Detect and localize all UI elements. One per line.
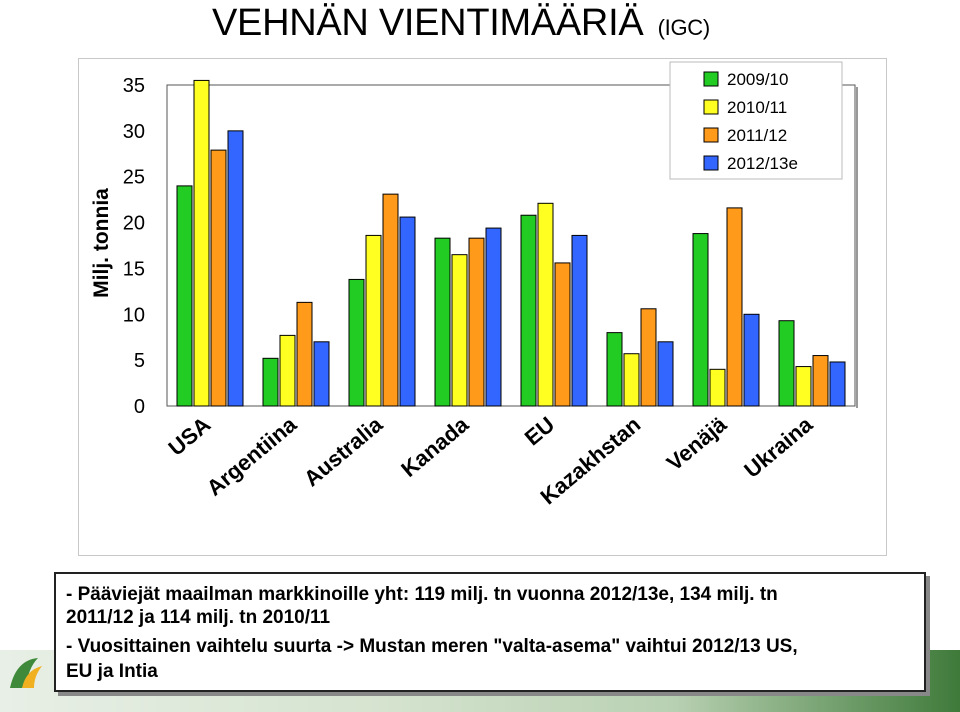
bar (692, 233, 709, 407)
category-label: USA (164, 412, 216, 461)
bar (554, 262, 571, 407)
category-label: EU (520, 412, 559, 451)
chart-title-suffix: (IGC) (657, 15, 711, 40)
plot-border (166, 84, 856, 407)
bar (623, 353, 640, 407)
bar (382, 193, 399, 407)
y-tick-label: 25 (123, 167, 145, 189)
legend-label: 2009/10 (727, 70, 788, 89)
bar (210, 149, 227, 407)
legend-label: 2012/13e (727, 154, 798, 173)
legend-box (669, 61, 843, 180)
bar (451, 254, 468, 407)
bar (313, 341, 330, 407)
y-axis-label: Milj. tonnia (90, 188, 113, 298)
chart-area: 0 5 10 15 20 25 30 35 Milj. tonnia USA Argentiina A… (78, 58, 887, 556)
note-line-2: 2011/12 ja 114 milj. tn 2010/11 (66, 607, 331, 628)
bar (348, 278, 365, 407)
legend-swatch (703, 99, 719, 115)
y-tick-label: 35 (123, 75, 145, 97)
category-label: Argentiina (202, 411, 302, 501)
bar (279, 334, 296, 407)
bar (468, 237, 485, 407)
bar (296, 301, 313, 407)
y-tick-label: 30 (123, 121, 145, 143)
bar (537, 202, 554, 407)
chart-title-main: VEHNÄN VIENTIMÄÄRIÄ (212, 2, 644, 44)
bar (726, 207, 743, 407)
bar (812, 355, 829, 407)
bar (606, 332, 623, 407)
bar (743, 313, 760, 407)
note-line-4: EU ja Intia (66, 661, 158, 682)
bar (640, 308, 657, 407)
notes-box: - Pääviejät maailman markkinoille yht: 1… (54, 572, 926, 692)
bar (399, 216, 416, 407)
bar (829, 361, 846, 407)
category-label: Australia (299, 411, 388, 491)
bar (657, 341, 674, 407)
logo-icon (10, 658, 42, 688)
legend-label: 2011/12 (727, 126, 787, 145)
y-tick-label: 5 (134, 350, 145, 372)
bar (365, 234, 382, 407)
legend-swatch (703, 71, 719, 87)
bar (778, 320, 795, 407)
bar (193, 79, 210, 407)
category-label: Ukraina (739, 411, 817, 483)
legend-swatch (703, 155, 719, 171)
y-tick-label: 15 (123, 258, 145, 280)
note-line-3: - Vuosittainen vaihtelu suurta -> Mustan… (66, 636, 798, 657)
bar (571, 234, 588, 407)
category-label: Venäjä (662, 411, 732, 475)
legend-label: 2010/11 (727, 98, 787, 117)
bar (227, 130, 244, 407)
y-tick-label: 10 (123, 304, 145, 326)
note-line-1: - Pääviejät maailman markkinoille yht: 1… (66, 584, 778, 605)
bar-chart: 0 5 10 15 20 25 30 35 Milj. tonnia USAArgentiinaA… (90, 61, 858, 509)
bar (262, 357, 279, 407)
bar (795, 366, 812, 407)
category-label: Kanada (396, 411, 474, 482)
bar (520, 214, 537, 407)
chart-title: VEHNÄN VIENTIMÄÄRIÄ (IGC) (212, 2, 710, 45)
y-tick-label: 20 (123, 213, 145, 235)
bar (176, 185, 193, 407)
bar (485, 227, 502, 407)
y-tick-label: 0 (134, 396, 145, 418)
legend-swatch (703, 127, 719, 143)
bar (434, 237, 451, 407)
bar (709, 368, 726, 407)
